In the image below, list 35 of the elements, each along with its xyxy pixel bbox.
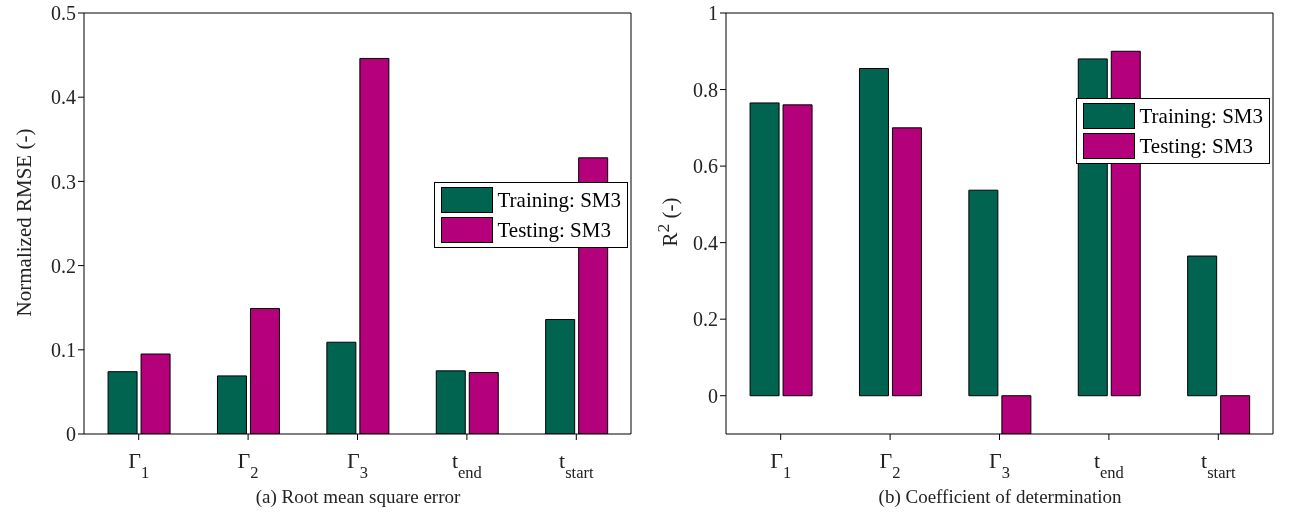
- bar: [782, 104, 813, 397]
- x-tick-label: Γ$_{2}$: [879, 448, 901, 482]
- y-axis-title: Normalized RMSE (-): [12, 128, 37, 316]
- y-tick-label: 0: [708, 384, 718, 407]
- x-tick-label: t$_{start}$: [1201, 448, 1236, 482]
- y-tick-label: 0.1: [51, 338, 76, 361]
- bar: [968, 189, 999, 397]
- bar: [749, 102, 780, 397]
- y-tick-label: 0.8: [693, 78, 718, 101]
- legend-label: Testing: SM3: [1139, 133, 1253, 160]
- bar: [891, 127, 922, 397]
- y-tick-label: 0.5: [51, 2, 76, 25]
- legend-label: Training: SM3: [497, 187, 621, 214]
- bar: [1187, 255, 1218, 397]
- legend-label: Testing: SM3: [497, 217, 611, 244]
- x-tick-label: t$_{end}$: [1093, 448, 1125, 482]
- x-tick-label: Γ$_{3}$: [989, 448, 1010, 482]
- y-tick-label: 0.2: [693, 308, 718, 331]
- y-tick-label: 0.2: [51, 254, 76, 277]
- legend-label: Training: SM3: [1139, 103, 1263, 130]
- x-tick-label: t$_{start}$: [559, 448, 594, 482]
- x-axis-title: (a) Root mean square error: [255, 486, 461, 507]
- x-tick-label: t$_{end}$: [451, 448, 483, 482]
- bar: [858, 68, 889, 397]
- y-tick-label: 0: [66, 423, 76, 446]
- y-tick-label: 1: [708, 2, 718, 25]
- x-tick-label: Γ$_{2}$: [237, 448, 259, 482]
- y-tick-label: 0.4: [693, 231, 718, 254]
- y-tick-label: 0.6: [693, 155, 718, 178]
- x-tick-label: Γ$_{3}$: [347, 448, 368, 482]
- y-tick-label: 0.4: [51, 86, 76, 109]
- x-tick-label: Γ$_{1}$: [770, 448, 792, 482]
- x-tick-label: Γ$_{1}$: [128, 448, 150, 482]
- x-axis-title: (b) Coefficient of determination: [878, 486, 1122, 507]
- y-tick-label: 0.3: [51, 170, 76, 193]
